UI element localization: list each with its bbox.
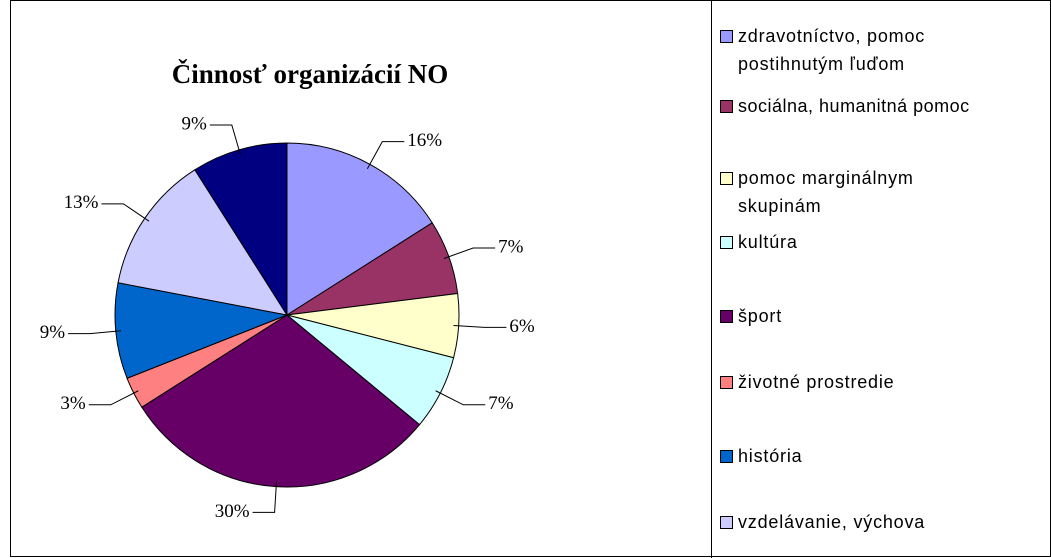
legend-item: životné prostredie [720, 368, 1045, 396]
leader-line [68, 330, 121, 335]
legend-label: šport [738, 306, 783, 326]
data-label: 13% [64, 192, 99, 213]
data-label: 7% [498, 236, 524, 257]
legend-label: zdravotníctvo, pomoc postihnutým ľuďom [738, 26, 926, 74]
legend-item: pomoc marginálnym skupinám [720, 164, 1045, 220]
data-label: 3% [60, 393, 86, 414]
leader-line [88, 390, 139, 406]
legend-item: šport [720, 302, 1045, 330]
legend-item: história [720, 442, 1045, 470]
legend-item: zdravotníctvo, pomoc postihnutým ľuďom [720, 22, 1045, 78]
chart-title: Činnosť organizácií NO [172, 59, 449, 89]
legend-swatch [720, 450, 733, 463]
legend-swatch [720, 172, 733, 185]
legend-label: história [738, 446, 803, 466]
leader-line [366, 141, 405, 170]
data-label: 6% [509, 316, 534, 337]
legend-swatch [720, 30, 733, 43]
legend-label: životné prostredie [738, 372, 895, 392]
leader-line [209, 124, 241, 155]
legend-label: vzdelávanie, výchova [738, 512, 926, 532]
leader-line [453, 324, 507, 328]
leader-line [252, 481, 278, 513]
leader-line [443, 247, 496, 259]
legend-label: kultúra [738, 232, 798, 252]
legend-label: sociálna, humanitná pomoc [738, 96, 970, 116]
data-label: 9% [181, 113, 207, 134]
data-label: 7% [488, 393, 514, 414]
legend-item: kultúra [720, 228, 1045, 256]
legend-swatch [720, 310, 733, 323]
legend-swatch [720, 516, 733, 529]
legend-swatch [720, 236, 733, 249]
legend-label: pomoc marginálnym skupinám [738, 168, 914, 216]
leader-line [101, 203, 150, 222]
leader-line [435, 390, 486, 406]
data-label: 9% [40, 322, 66, 343]
legend-item: vzdelávanie, výchova [720, 508, 1045, 536]
legend-swatch [720, 100, 733, 113]
data-label: 16% [407, 130, 442, 151]
legend-item: sociálna, humanitná pomoc [720, 92, 1045, 120]
data-label: 30% [215, 501, 250, 522]
legend-swatch [720, 376, 733, 389]
